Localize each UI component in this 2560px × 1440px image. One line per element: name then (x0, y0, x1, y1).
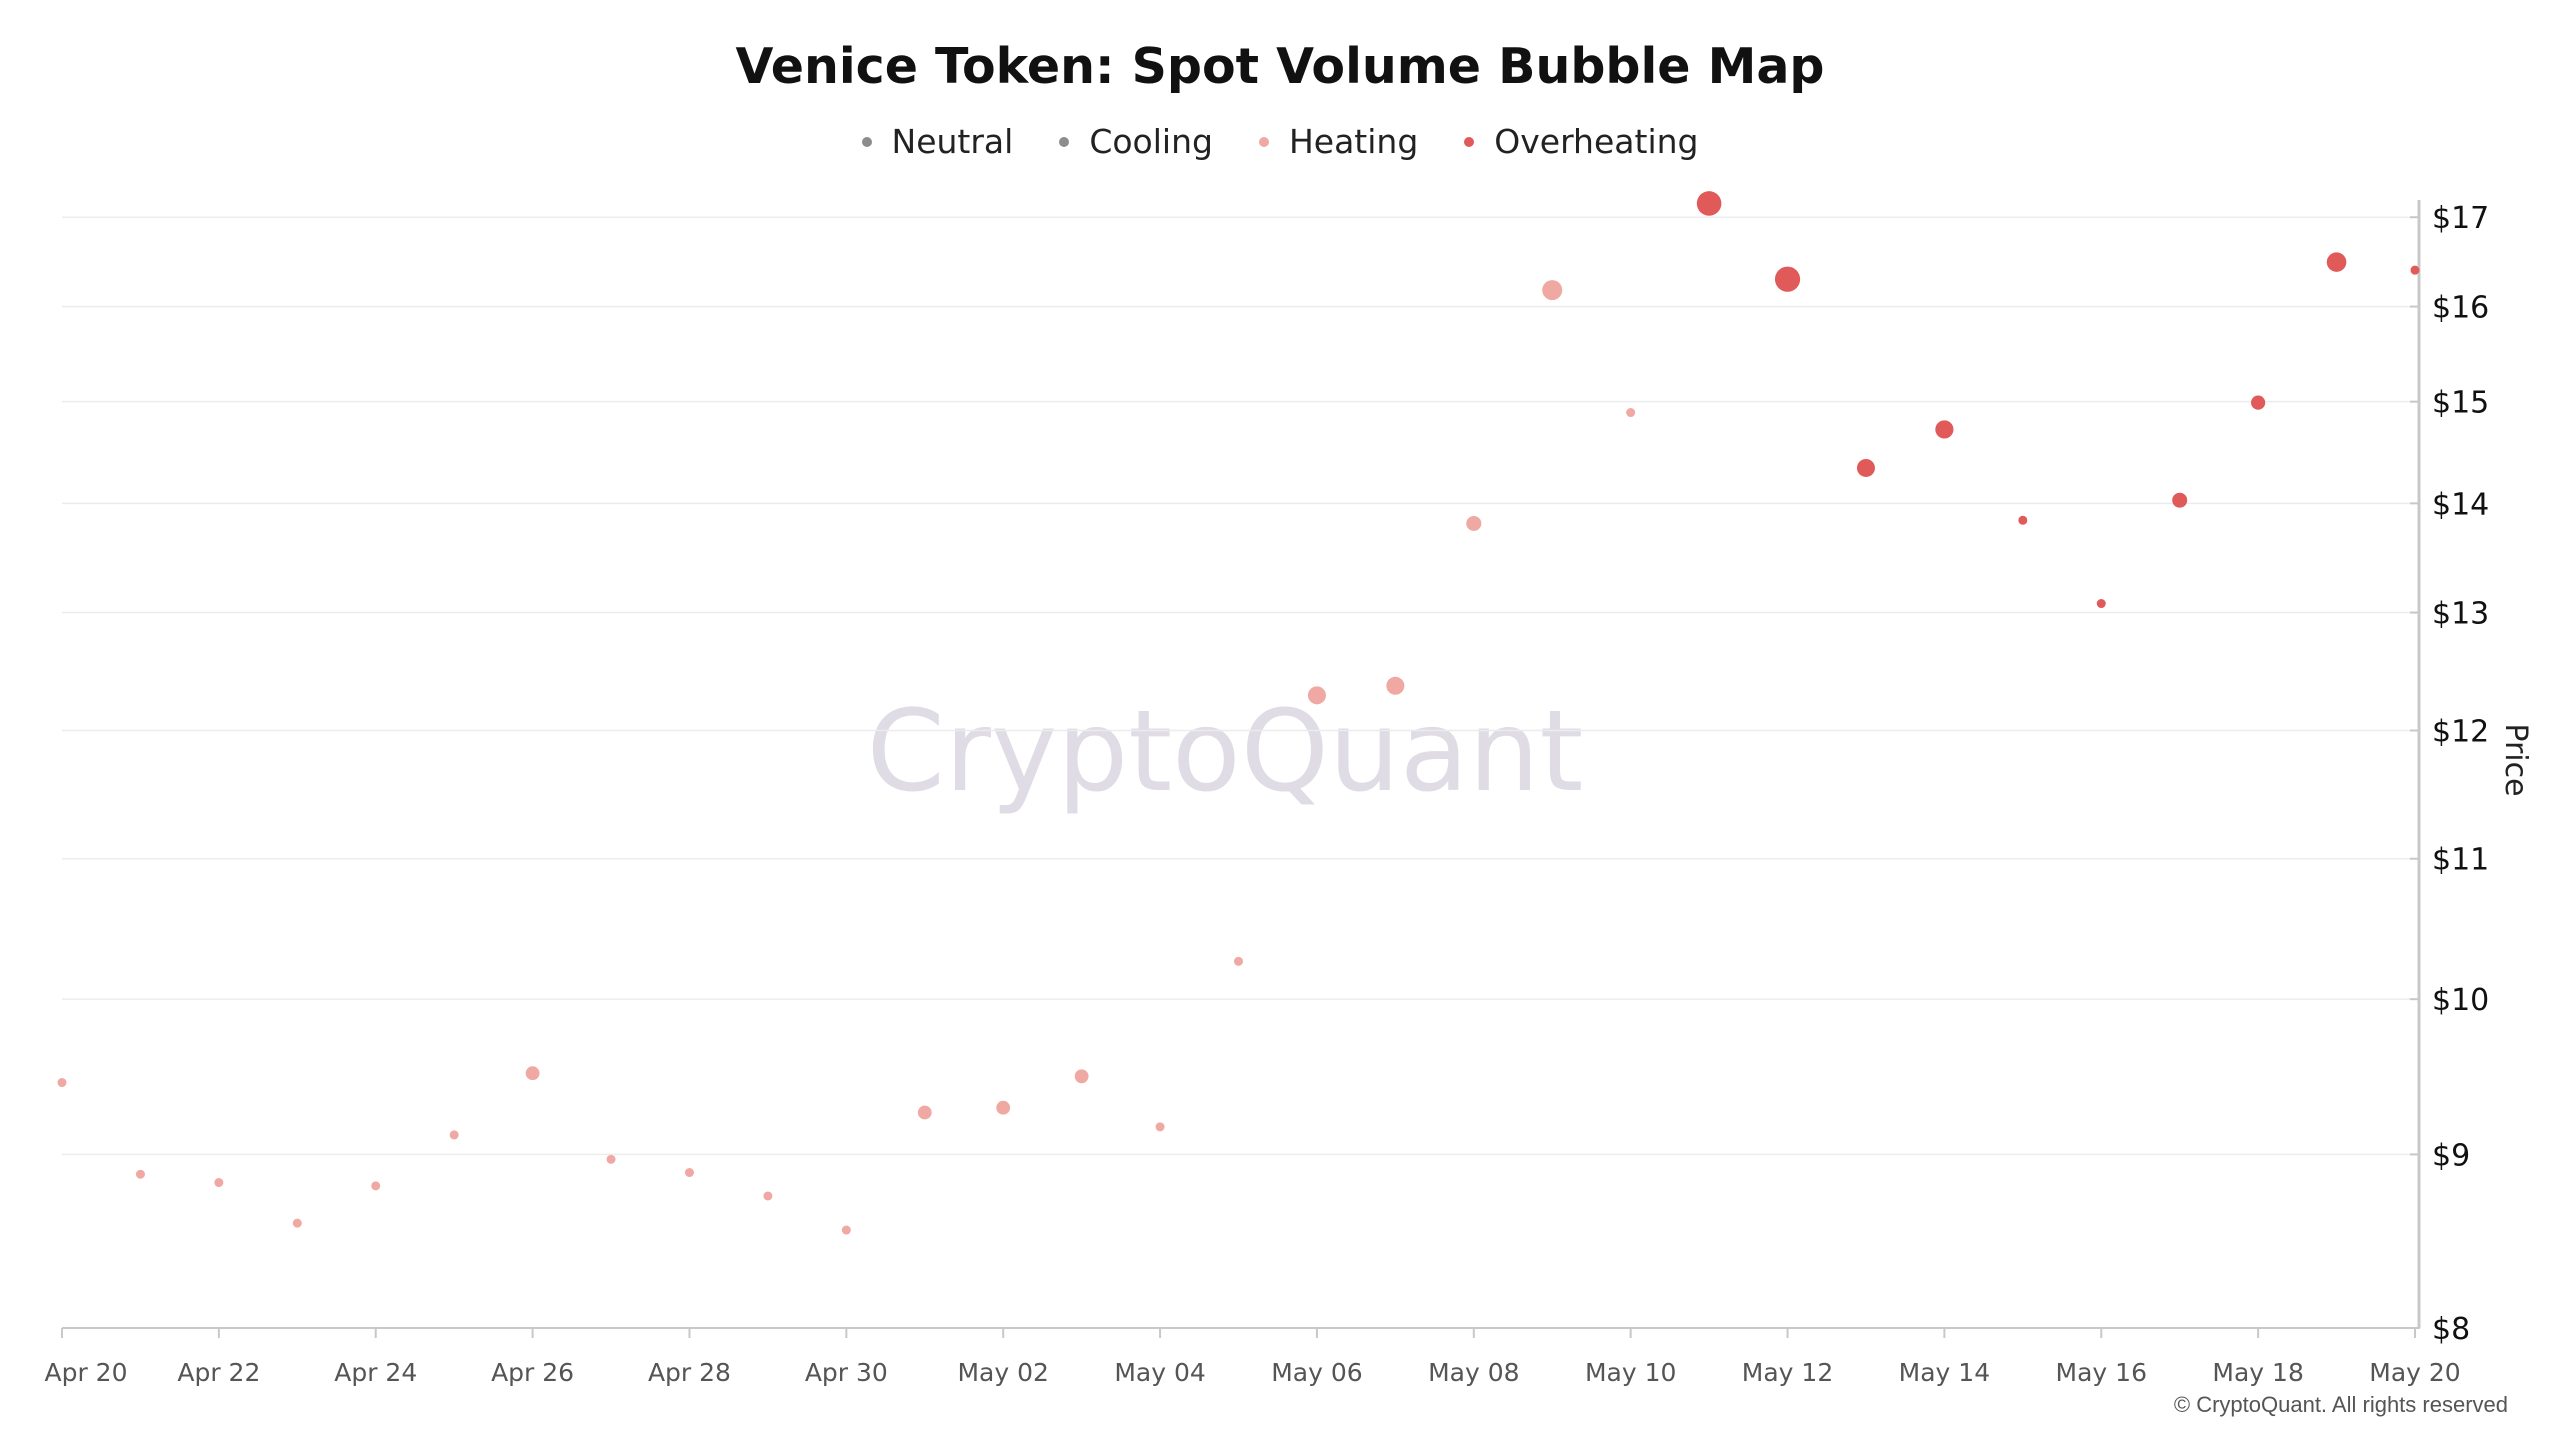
x-tick-label: Apr 24 (334, 1358, 417, 1387)
bubble-heating[interactable] (996, 1100, 1011, 1115)
bubble-heating[interactable] (841, 1225, 851, 1235)
x-tick-label: May 02 (957, 1358, 1048, 1387)
bubble-heating[interactable] (292, 1218, 302, 1228)
bubble-heating[interactable] (214, 1178, 224, 1188)
bubble-heating[interactable] (449, 1130, 459, 1140)
legend-label-overheating: Overheating (1494, 122, 1699, 161)
copyright-notice: © CryptoQuant. All rights reserved (2173, 1392, 2508, 1417)
bubble-heating[interactable] (684, 1168, 694, 1178)
bubble-heating[interactable] (135, 1169, 145, 1179)
x-axis-ticks: Apr 20 Apr 22 Apr 24 Apr 26 Apr 28 Apr 30 May … (44, 1328, 2461, 1387)
y-axis-ticks: $8 $9 $10 $11 $12 $13 $14 $15 $16 $17 (2410, 201, 2489, 1347)
data-points (57, 191, 2420, 1235)
bubble-overheating[interactable] (2326, 252, 2347, 272)
legend-dot-cooling (1059, 136, 1070, 147)
bubble-heating[interactable] (1307, 686, 1326, 705)
legend-label-heating: Heating (1288, 122, 1419, 161)
x-tick-label: Apr 30 (805, 1358, 888, 1387)
y-tick-label: $10 (2432, 983, 2489, 1018)
y-tick-label: $16 (2432, 291, 2489, 326)
bubble-overheating[interactable] (2410, 265, 2420, 275)
y-tick-label: $15 (2432, 386, 2489, 421)
legend-item-overheating[interactable]: Overheating (1464, 122, 1698, 161)
bubble-overheating[interactable] (2172, 492, 2188, 508)
x-tick-label: Apr 20 (44, 1358, 127, 1387)
chart-title: Venice Token: Spot Volume Bubble Map (735, 38, 1825, 95)
legend-item-neutral[interactable]: Neutral (861, 122, 1014, 161)
legend-dot-overheating (1464, 136, 1475, 147)
bubble-heating[interactable] (1626, 408, 1636, 418)
y-tick-label: $9 (2432, 1138, 2470, 1173)
bubble-overheating[interactable] (2251, 395, 2266, 410)
x-tick-label: May 08 (1428, 1358, 1519, 1387)
watermark: CryptoQuant (867, 687, 1584, 817)
y-tick-label: $12 (2432, 715, 2489, 750)
x-tick-label: May 06 (1271, 1358, 1362, 1387)
bubble-heating[interactable] (1542, 280, 1563, 301)
x-tick-label: Apr 22 (177, 1358, 260, 1387)
x-tick-label: May 04 (1114, 1358, 1205, 1387)
legend-label-neutral: Neutral (891, 122, 1014, 161)
axes (62, 200, 2421, 1329)
legend-item-heating[interactable]: Heating (1258, 122, 1419, 161)
y-tick-label: $11 (2432, 843, 2489, 878)
x-tick-label: Apr 26 (491, 1358, 574, 1387)
bubble-heating[interactable] (1386, 676, 1405, 695)
bubble-heating[interactable] (606, 1154, 616, 1164)
x-tick-label: Apr 28 (648, 1358, 731, 1387)
legend-label-cooling: Cooling (1089, 122, 1213, 161)
x-tick-label: May 10 (1585, 1358, 1676, 1387)
bubble-heating[interactable] (917, 1105, 932, 1120)
y-tick-label: $13 (2432, 597, 2489, 632)
legend-dot-neutral (861, 136, 872, 147)
x-tick-label: May 12 (1742, 1358, 1833, 1387)
x-tick-label: May 16 (2056, 1358, 2147, 1387)
x-tick-label: May 20 (2369, 1358, 2460, 1387)
bubble-overheating[interactable] (2018, 515, 2028, 525)
chart-legend: Neutral Cooling Heating Overheating (0, 122, 2560, 161)
x-tick-label: May 18 (2212, 1358, 2303, 1387)
y-tick-label: $8 (2432, 1312, 2470, 1347)
legend-dot-heating (1258, 136, 1269, 147)
y-tick-label: $14 (2432, 487, 2489, 522)
bubble-heating[interactable] (57, 1078, 67, 1088)
bubble-overheating[interactable] (1774, 266, 1801, 292)
bubble-heating[interactable] (371, 1181, 381, 1191)
bubble-overheating[interactable] (1856, 458, 1875, 477)
y-axis-title: Price (2498, 723, 2533, 796)
bubble-heating[interactable] (525, 1066, 540, 1081)
bubble-overheating[interactable] (1935, 420, 1954, 439)
y-tick-label: $17 (2432, 201, 2489, 236)
bubble-heating[interactable] (1155, 1122, 1165, 1132)
bubble-heating[interactable] (763, 1191, 773, 1201)
bubble-overheating[interactable] (1696, 191, 1722, 216)
legend-item-cooling[interactable]: Cooling (1059, 122, 1213, 161)
bubble-heating[interactable] (1234, 956, 1243, 966)
bubble-heating[interactable] (1074, 1069, 1089, 1084)
x-tick-label: May 14 (1899, 1358, 1990, 1387)
bubble-heating[interactable] (1466, 515, 1482, 531)
bubble-overheating[interactable] (2096, 599, 2106, 609)
